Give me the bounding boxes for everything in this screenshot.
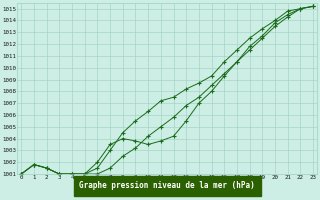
X-axis label: Graphe pression niveau de la mer (hPa): Graphe pression niveau de la mer (hPa) (79, 181, 255, 190)
